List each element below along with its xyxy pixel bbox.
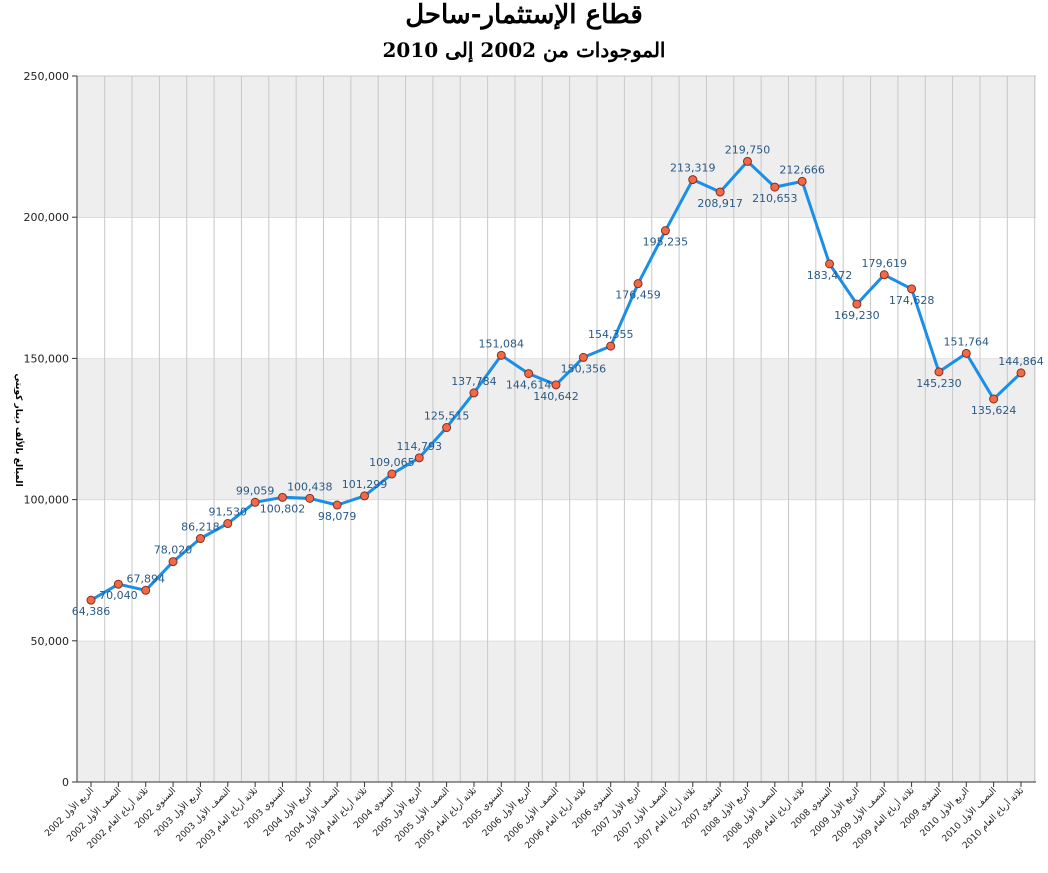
data-point — [879, 270, 889, 280]
data-label: 100,802 — [260, 502, 306, 515]
data-label: 145,230 — [916, 377, 962, 390]
data-point — [715, 187, 725, 197]
data-label: 137,784 — [451, 375, 497, 388]
y-tick-label: 100,000 — [24, 494, 70, 507]
data-label: 86,218 — [181, 521, 220, 534]
data-point — [961, 348, 971, 358]
data-point — [907, 284, 917, 294]
y-tick-label: 150,000 — [24, 352, 70, 365]
data-label: 135,624 — [971, 404, 1017, 417]
data-point — [524, 369, 534, 379]
y-axis-label: المبالغ بالألف دينار كويتي — [13, 373, 25, 486]
data-point — [86, 595, 96, 605]
data-label: 210,653 — [752, 192, 798, 205]
data-label: 154,355 — [588, 328, 634, 341]
data-point — [414, 453, 424, 463]
data-label: 151,764 — [944, 335, 990, 348]
data-point — [332, 500, 342, 510]
data-label: 100,438 — [287, 480, 333, 493]
data-point — [989, 394, 999, 404]
data-label: 98,079 — [318, 510, 357, 523]
data-point — [223, 519, 233, 529]
data-labels: 64,386 70,040 67,894 78,020 86,218 91,530 99,0… — [72, 143, 1044, 618]
vertical-gridlines — [104, 76, 1036, 782]
data-label: 179,619 — [861, 257, 907, 270]
data-label: 70,040 — [99, 589, 138, 602]
data-label: 67,894 — [126, 572, 165, 585]
data-point — [934, 367, 944, 377]
data-point — [770, 182, 780, 192]
data-label: 183,472 — [807, 269, 853, 282]
data-label: 174,628 — [889, 294, 935, 307]
series-markers — [86, 156, 1026, 605]
data-point — [469, 388, 479, 398]
data-point — [305, 493, 315, 503]
data-point — [852, 299, 862, 309]
data-label: 219,750 — [725, 143, 771, 156]
data-point — [742, 156, 752, 166]
data-label: 91,530 — [209, 506, 248, 519]
data-point — [688, 175, 698, 185]
data-point — [250, 497, 260, 507]
grid-band — [77, 640, 1036, 782]
x-tick-label: الربع الأول 2002 — [42, 785, 96, 839]
data-point — [360, 491, 370, 501]
data-point — [1016, 368, 1026, 378]
data-point — [797, 176, 807, 186]
data-label: 140,642 — [533, 390, 579, 403]
data-point — [496, 350, 506, 360]
y-tick-label: 0 — [62, 776, 69, 789]
chart-subtitle: الموجودات من 2002 إلى 2010 — [382, 38, 666, 62]
y-tick-label: 50,000 — [31, 635, 70, 648]
data-label: 176,459 — [615, 289, 661, 302]
data-point — [195, 534, 205, 544]
data-label: 144,614 — [506, 379, 552, 392]
data-point — [578, 352, 588, 362]
grid-bands — [77, 75, 1036, 782]
data-label: 208,917 — [697, 197, 743, 210]
data-label: 150,356 — [561, 362, 607, 375]
data-point — [141, 585, 151, 595]
grid-band — [77, 358, 1036, 500]
data-point — [633, 279, 643, 289]
data-point — [277, 492, 287, 502]
grid-band — [77, 499, 1036, 641]
data-point — [387, 469, 397, 479]
chart-title: قطاع الإستثمار-ساحل — [405, 0, 643, 30]
data-label: 169,230 — [834, 309, 880, 322]
data-label: 64,386 — [72, 605, 111, 618]
data-point — [660, 226, 670, 236]
data-label: 99,059 — [236, 484, 275, 497]
data-label: 125,515 — [424, 410, 470, 423]
data-label: 78,020 — [154, 544, 193, 557]
data-label: 144,864 — [998, 355, 1044, 368]
data-point — [606, 341, 616, 351]
data-label: 195,235 — [643, 236, 689, 249]
data-label: 151,084 — [479, 337, 525, 350]
data-label: 109,065 — [369, 456, 415, 469]
y-tick-label: 250,000 — [24, 70, 70, 83]
data-point — [551, 380, 561, 390]
data-label: 213,319 — [670, 162, 716, 175]
data-label: 212,666 — [779, 163, 825, 176]
y-tick-label: 200,000 — [24, 211, 70, 224]
data-point — [168, 557, 178, 567]
grid-band — [77, 76, 1036, 218]
grid-band — [77, 217, 1036, 359]
data-label: 114,793 — [396, 440, 442, 453]
data-label: 101,299 — [342, 478, 388, 491]
data-point — [113, 579, 123, 589]
data-point — [442, 423, 452, 433]
y-tick-labels: 0 50,000 100,000 150,000 200,000 250,000 — [24, 70, 77, 789]
data-point — [825, 259, 835, 269]
